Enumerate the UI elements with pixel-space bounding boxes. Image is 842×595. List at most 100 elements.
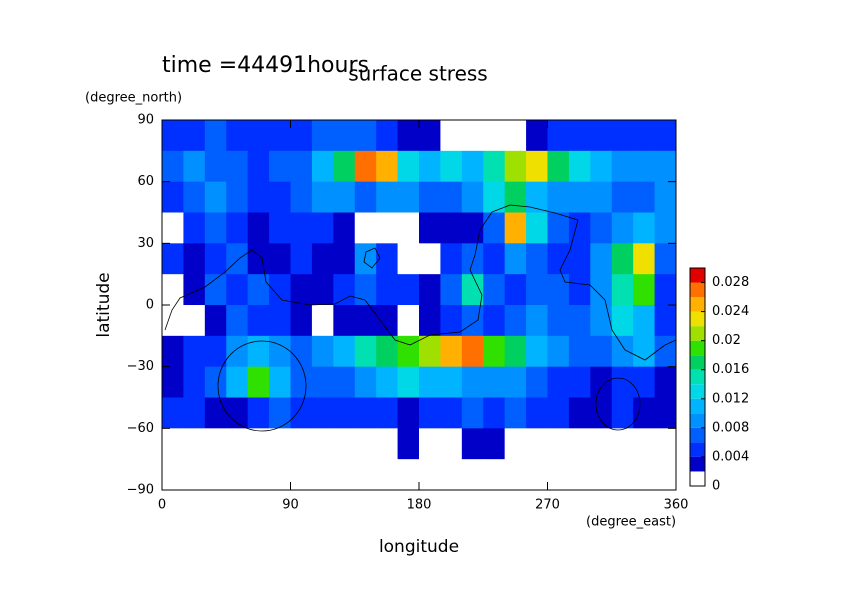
cell: [204, 243, 227, 275]
cell: [269, 274, 291, 306]
cell: [269, 150, 291, 183]
cell: [333, 212, 356, 244]
colorbar-tick-label: 0.008: [712, 420, 749, 435]
cell: [461, 243, 484, 275]
cell: [183, 335, 206, 368]
cell: [568, 212, 591, 244]
cell: [376, 397, 399, 429]
cell: [633, 366, 656, 398]
cell: [269, 428, 291, 460]
cell: [633, 120, 656, 152]
cell: [397, 366, 420, 398]
colorbar-tick-label: 0.024: [712, 304, 749, 319]
cell: [354, 274, 377, 306]
cell: [526, 243, 548, 275]
cell: [397, 243, 420, 275]
cell: [226, 243, 249, 275]
cell: [376, 243, 399, 275]
cell: [461, 366, 484, 398]
cell: [397, 397, 420, 429]
cell: [376, 305, 399, 337]
cell: [461, 150, 484, 183]
cell: [547, 150, 570, 183]
x-tick-label: 360: [664, 498, 689, 513]
cell: [590, 150, 613, 183]
cell: [354, 366, 377, 398]
colorbar-segment: [690, 369, 705, 385]
cell: [183, 212, 206, 244]
cell: [397, 181, 420, 213]
cell: [162, 397, 184, 429]
cell: [162, 335, 184, 368]
cell: [654, 366, 677, 398]
cell: [333, 305, 356, 337]
colorbar-tick-label: 0.012: [712, 391, 749, 406]
colorbar-segment: [690, 442, 705, 457]
cell: [440, 397, 463, 429]
cell: [311, 428, 334, 460]
cell: [461, 305, 484, 337]
cell: [162, 459, 184, 491]
cell: [419, 274, 441, 306]
x-tick-label: 0: [158, 498, 166, 513]
colorbar-tick-label: 0.004: [712, 449, 749, 464]
cell: [376, 120, 399, 152]
cell: [419, 181, 441, 213]
cell: [440, 243, 463, 275]
cell: [311, 120, 334, 152]
cell: [633, 459, 656, 491]
cell: [290, 335, 313, 368]
cell: [633, 181, 656, 213]
chart-title: surface stress: [348, 62, 487, 86]
cell: [526, 181, 548, 213]
cell: [333, 459, 356, 491]
cell: [654, 459, 677, 491]
cell: [376, 212, 399, 244]
cell: [611, 397, 634, 429]
cell: [483, 150, 506, 183]
cell: [162, 120, 184, 152]
cell: [419, 366, 441, 398]
cell: [611, 243, 634, 275]
cell: [568, 120, 591, 152]
cell: [611, 212, 634, 244]
cell: [547, 181, 570, 213]
cell: [440, 459, 463, 491]
cell: [247, 150, 270, 183]
cell: [183, 397, 206, 429]
cell: [226, 212, 249, 244]
cell: [611, 181, 634, 213]
cell: [269, 120, 291, 152]
y-axis-label: latitude: [94, 272, 114, 337]
cell: [354, 305, 377, 337]
cell: [311, 243, 334, 275]
cell: [204, 181, 227, 213]
cell: [440, 120, 463, 152]
cell: [247, 305, 270, 337]
colorbar-segment: [690, 413, 705, 428]
cell: [568, 150, 591, 183]
cell: [226, 366, 249, 398]
cell: [376, 459, 399, 491]
cell: [290, 366, 313, 398]
cell: [226, 459, 249, 491]
cell: [290, 274, 313, 306]
cell: [311, 366, 334, 398]
cell: [333, 274, 356, 306]
cell: [204, 459, 227, 491]
cell: [590, 335, 613, 368]
cell: [247, 120, 270, 152]
cell: [247, 181, 270, 213]
coastlines: [164, 204, 677, 432]
cell: [311, 459, 334, 491]
cell: [204, 335, 227, 368]
cell: [183, 181, 206, 213]
cell: [290, 212, 313, 244]
cell: [419, 243, 441, 275]
colorbar-segment: [690, 311, 705, 327]
cell: [547, 243, 570, 275]
cell: [654, 305, 677, 337]
cell: [568, 459, 591, 491]
cell: [483, 366, 506, 398]
cell: [397, 120, 420, 152]
